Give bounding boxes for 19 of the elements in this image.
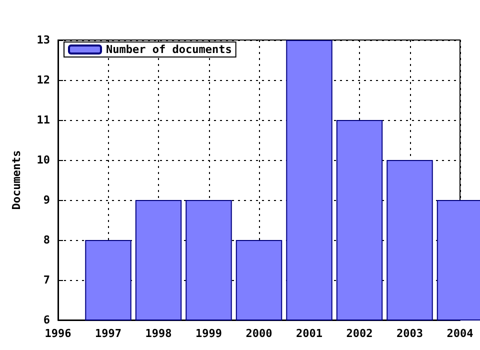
y-tick-label: 12 — [36, 74, 50, 86]
y-tick-label: 9 — [43, 194, 50, 206]
x-tick-label: 2001 — [296, 327, 323, 340]
y-tick-label: 7 — [43, 274, 50, 286]
x-tick-label: 2000 — [246, 327, 272, 340]
x-tick-label: 2002 — [346, 327, 373, 340]
x-tick-label: 1999 — [196, 327, 222, 340]
y-tick-label: 10 — [36, 154, 50, 166]
y-tick-label: 8 — [43, 234, 50, 246]
x-tick-label: 2004 — [446, 327, 474, 340]
x-tick-label: 1998 — [145, 327, 172, 340]
x-tick-label: 2003 — [396, 327, 423, 340]
y-tick-label: 6 — [43, 314, 50, 326]
y-tick-label: 13 — [36, 34, 50, 46]
y-tick-label: 11 — [36, 114, 50, 126]
x-tick-label: 1997 — [95, 327, 122, 340]
y-axis-title: Documents — [10, 150, 23, 210]
legend-label: Number of documents — [106, 43, 232, 56]
x-tick-label: 1996 — [44, 327, 72, 340]
